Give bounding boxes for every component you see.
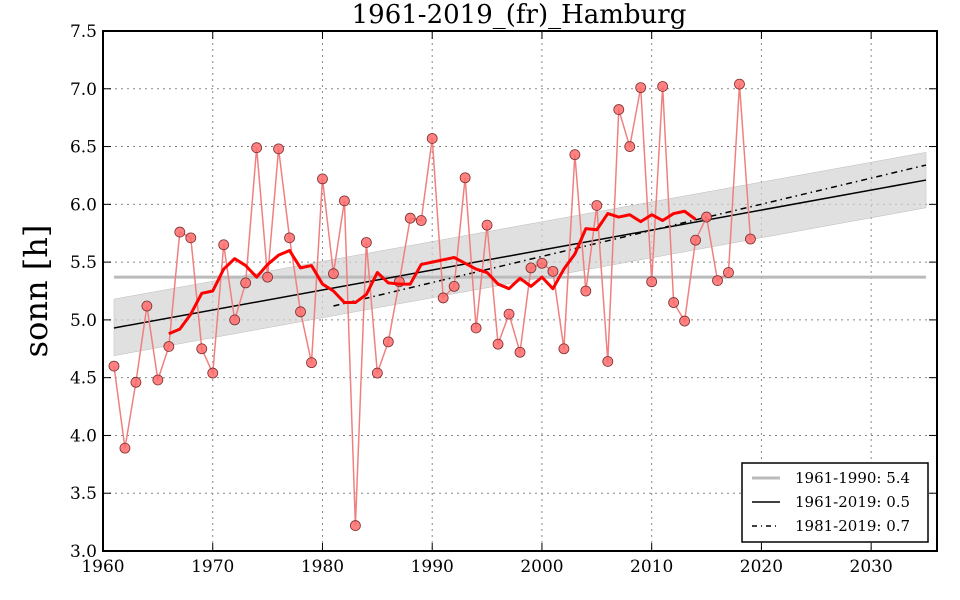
data-point bbox=[690, 234, 701, 246]
x-tick-label: 2000 bbox=[520, 557, 563, 577]
smoothed-line bbox=[168, 209, 697, 336]
y-tick-label: 4.0 bbox=[70, 426, 97, 446]
y-tick-label: 3.5 bbox=[70, 484, 97, 504]
data-point bbox=[569, 149, 581, 161]
data-point bbox=[196, 343, 208, 355]
y-axis-label: sonn [h] bbox=[17, 225, 55, 358]
data-point bbox=[360, 237, 372, 248]
data-point bbox=[185, 232, 197, 244]
data-point bbox=[317, 173, 328, 185]
data-point bbox=[734, 78, 745, 90]
y-tick-label: 5.5 bbox=[70, 253, 97, 273]
data-point bbox=[448, 280, 460, 292]
data-point bbox=[712, 275, 723, 287]
x-tick-label: 1990 bbox=[411, 557, 454, 577]
data-point bbox=[723, 267, 734, 278]
y-tick-label: 5.0 bbox=[70, 311, 97, 331]
x-tick-label: 1960 bbox=[81, 557, 124, 577]
data-point bbox=[349, 520, 361, 531]
data-point bbox=[163, 341, 175, 352]
y-tick-label: 7.0 bbox=[70, 80, 97, 100]
data-point bbox=[437, 292, 449, 304]
data-point bbox=[657, 81, 669, 92]
data-point bbox=[668, 297, 680, 308]
data-point bbox=[547, 265, 559, 277]
data-point bbox=[459, 172, 471, 184]
data-point bbox=[130, 376, 142, 388]
data-point bbox=[371, 367, 383, 379]
smoothed-series bbox=[168, 209, 697, 336]
y-tick-label: 3.0 bbox=[70, 542, 97, 562]
legend: 1961-1990: 5.4 1961-2019: 0.5 1981-2019:… bbox=[741, 462, 929, 543]
y-tick-label: 6.0 bbox=[70, 195, 97, 215]
data-point bbox=[284, 232, 295, 244]
data-point bbox=[382, 336, 394, 348]
data-point bbox=[635, 82, 647, 94]
legend-label-trend: 1961-2019: 0.5 bbox=[795, 493, 910, 511]
x-tick-label: 1970 bbox=[191, 557, 234, 577]
data-point bbox=[613, 104, 625, 115]
y-tick-label: 4.5 bbox=[70, 369, 97, 389]
x-tick-label: 2010 bbox=[630, 557, 673, 577]
data-point bbox=[141, 300, 153, 312]
data-point bbox=[701, 211, 712, 223]
data-point bbox=[481, 219, 493, 231]
data-point bbox=[306, 357, 317, 369]
data-point bbox=[207, 367, 219, 379]
data-point bbox=[415, 215, 427, 226]
data-point bbox=[426, 133, 438, 144]
data-point bbox=[262, 271, 274, 283]
chart-title: 1961-2019_(fr)_Hamburg bbox=[352, 0, 687, 30]
plot-frame bbox=[102, 30, 938, 552]
data-point bbox=[679, 315, 691, 327]
data-point bbox=[470, 322, 482, 334]
legend-label-mean: 1961-1990: 5.4 bbox=[795, 469, 910, 487]
x-tick-label: 2030 bbox=[850, 557, 893, 577]
data-point bbox=[174, 226, 186, 238]
data-point bbox=[273, 143, 284, 155]
data-point bbox=[404, 212, 416, 224]
trend-line-1961-2019 bbox=[113, 179, 927, 329]
trend-line-1981-2019 bbox=[333, 164, 927, 307]
data-point bbox=[602, 356, 614, 367]
x-tick-label: 2020 bbox=[740, 557, 783, 577]
data-point bbox=[624, 141, 636, 152]
data-point bbox=[108, 360, 120, 372]
data-point bbox=[503, 308, 515, 320]
data-point bbox=[525, 262, 537, 274]
data-point bbox=[492, 338, 504, 350]
data-point bbox=[328, 268, 339, 280]
data-point bbox=[591, 200, 603, 211]
data-point bbox=[218, 239, 230, 251]
annual-series bbox=[108, 78, 756, 531]
data-point bbox=[580, 285, 592, 297]
y-tick-label: 7.5 bbox=[70, 22, 97, 42]
data-point bbox=[119, 442, 131, 454]
data-point bbox=[536, 257, 548, 269]
data-point bbox=[339, 195, 350, 207]
data-point bbox=[251, 142, 263, 154]
data-point bbox=[745, 233, 756, 245]
data-point bbox=[152, 374, 164, 386]
data-point bbox=[229, 314, 241, 326]
data-point bbox=[558, 343, 570, 355]
x-tick-label: 1980 bbox=[301, 557, 344, 577]
y-tick-label: 6.5 bbox=[70, 138, 97, 158]
data-point bbox=[240, 277, 252, 289]
data-point bbox=[646, 276, 658, 288]
axis-ticks: 1960 1970 1980 1990 2000 2010 2020 2030 3.0 3.5 4.… bbox=[70, 22, 937, 577]
legend-label-trend-recent: 1981-2019: 0.7 bbox=[795, 517, 910, 535]
data-point bbox=[514, 346, 526, 358]
data-point bbox=[295, 306, 306, 318]
